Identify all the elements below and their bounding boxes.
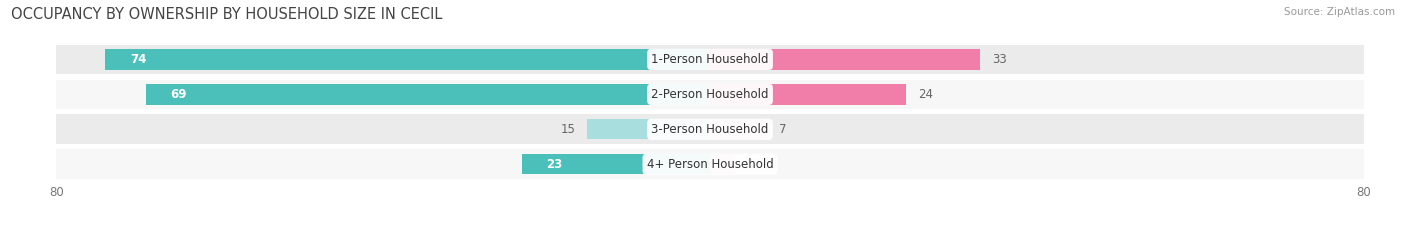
Bar xyxy=(710,49,980,69)
Text: 23: 23 xyxy=(547,158,562,171)
Text: 3: 3 xyxy=(747,158,754,171)
Text: 33: 33 xyxy=(993,53,1007,66)
Text: OCCUPANCY BY OWNERSHIP BY HOUSEHOLD SIZE IN CECIL: OCCUPANCY BY OWNERSHIP BY HOUSEHOLD SIZE… xyxy=(11,7,443,22)
Text: Source: ZipAtlas.com: Source: ZipAtlas.com xyxy=(1284,7,1395,17)
Bar xyxy=(710,119,768,139)
Text: 7: 7 xyxy=(779,123,787,136)
Bar xyxy=(710,154,734,174)
Text: 15: 15 xyxy=(561,123,575,136)
Bar xyxy=(56,114,1364,144)
Bar xyxy=(56,149,1364,179)
Text: 69: 69 xyxy=(170,88,187,101)
Bar xyxy=(146,84,710,105)
Text: 2-Person Household: 2-Person Household xyxy=(651,88,769,101)
Bar xyxy=(710,84,905,105)
Bar xyxy=(56,79,1364,109)
Legend: Owner-occupied, Renter-occupied: Owner-occupied, Renter-occupied xyxy=(583,230,837,233)
Bar xyxy=(105,49,710,69)
Text: 4+ Person Household: 4+ Person Household xyxy=(647,158,773,171)
Bar xyxy=(522,154,710,174)
Text: 74: 74 xyxy=(129,53,146,66)
Text: 1-Person Household: 1-Person Household xyxy=(651,53,769,66)
Text: 24: 24 xyxy=(918,88,934,101)
Bar xyxy=(588,119,710,139)
Text: 3-Person Household: 3-Person Household xyxy=(651,123,769,136)
Bar xyxy=(56,45,1364,74)
